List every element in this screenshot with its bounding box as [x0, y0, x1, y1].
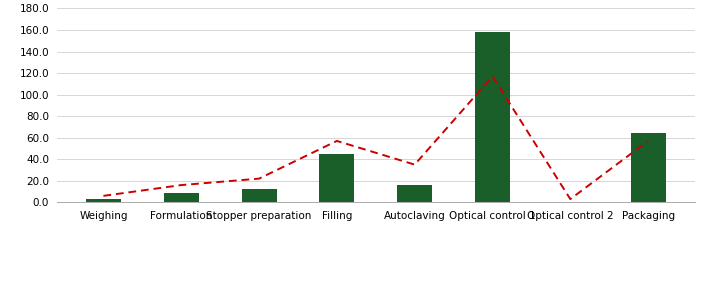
Bar [164, 193, 199, 202]
Bar [242, 189, 277, 202]
Bar [86, 199, 121, 202]
Bar [319, 154, 354, 202]
Bar [397, 185, 432, 202]
Bar [475, 32, 510, 202]
Bar [630, 133, 666, 202]
